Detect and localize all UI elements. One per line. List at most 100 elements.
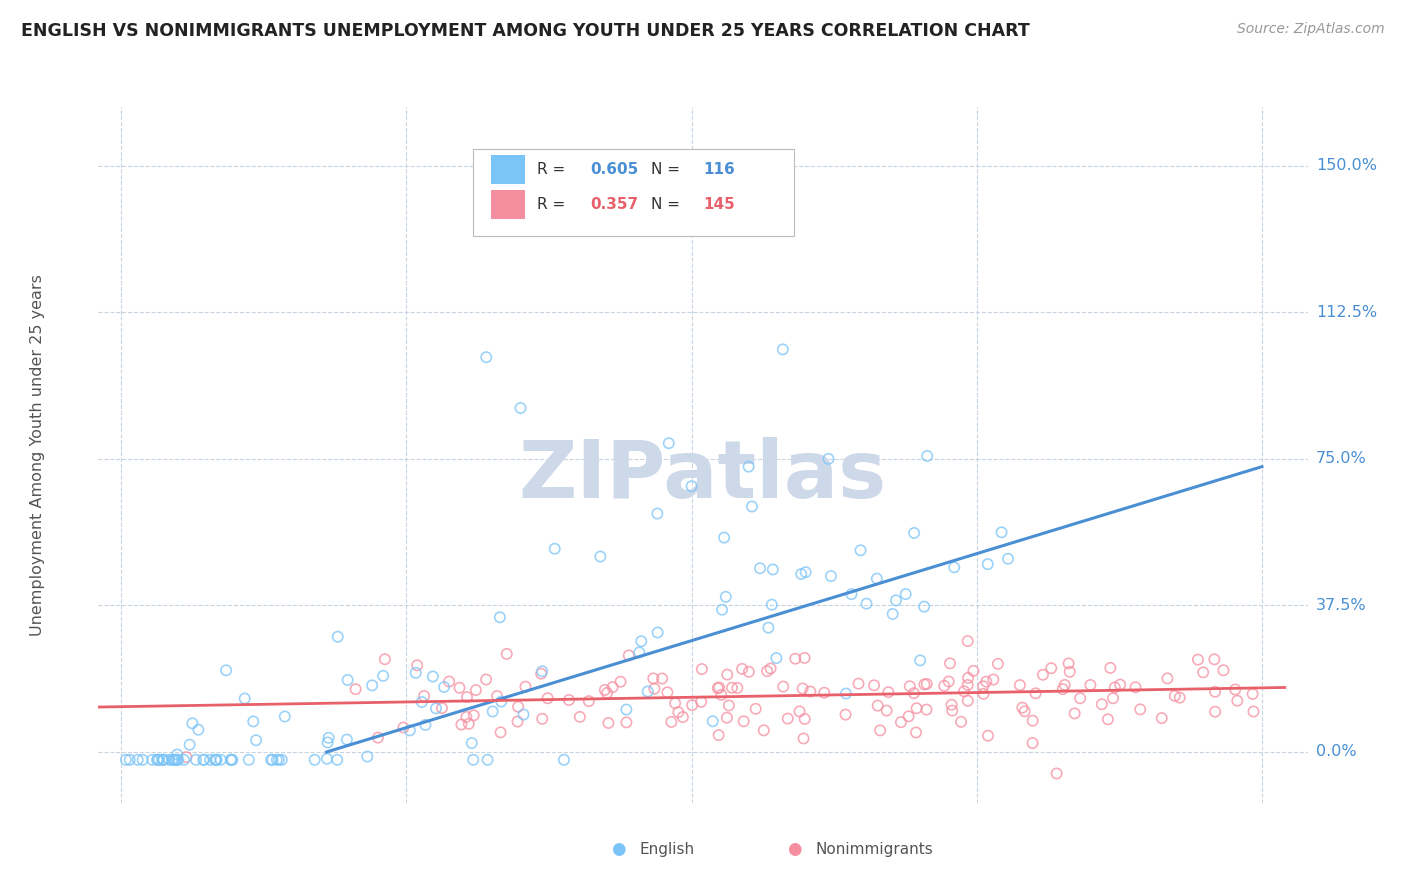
Point — [157, 753, 180, 767]
Point — [749, 561, 772, 575]
Point — [166, 747, 188, 762]
Point — [215, 663, 238, 677]
Point — [531, 712, 554, 726]
Point — [1021, 714, 1043, 728]
Point — [267, 753, 290, 767]
Point — [714, 590, 737, 604]
Point — [637, 684, 659, 698]
Point — [1204, 652, 1226, 666]
Point — [738, 665, 761, 679]
Point — [915, 449, 938, 463]
Point — [1168, 690, 1191, 705]
Point — [1187, 652, 1209, 666]
Point — [413, 689, 436, 703]
Point — [950, 714, 973, 729]
Point — [915, 703, 938, 717]
Point — [756, 621, 779, 635]
Point — [179, 738, 201, 752]
Point — [813, 686, 835, 700]
Point — [1225, 682, 1247, 697]
Point — [162, 753, 184, 767]
Point — [977, 729, 1000, 743]
Point — [131, 753, 153, 767]
Point — [898, 679, 921, 693]
Point — [776, 712, 799, 726]
Point — [1192, 665, 1215, 680]
Point — [593, 683, 616, 698]
Point — [794, 565, 817, 579]
Point — [262, 753, 284, 767]
Point — [219, 753, 242, 767]
Point — [336, 673, 359, 687]
Point — [915, 677, 938, 691]
Point — [118, 753, 141, 767]
Point — [799, 684, 821, 698]
Point — [406, 658, 429, 673]
Point — [716, 711, 738, 725]
Point — [219, 753, 242, 767]
Point — [1046, 766, 1069, 780]
Text: 116: 116 — [703, 162, 735, 178]
Text: 0.605: 0.605 — [591, 162, 638, 178]
Point — [456, 690, 478, 705]
Point — [173, 753, 195, 767]
Point — [658, 436, 681, 450]
Point — [905, 725, 928, 739]
Point — [772, 343, 794, 357]
Point — [943, 560, 966, 574]
Point — [710, 688, 733, 702]
Point — [762, 562, 785, 576]
Point — [464, 683, 486, 698]
Point — [647, 507, 669, 521]
Point — [326, 753, 349, 767]
FancyBboxPatch shape — [492, 190, 526, 219]
Point — [304, 753, 326, 767]
Point — [204, 753, 226, 767]
Point — [553, 753, 575, 767]
Point — [589, 549, 612, 564]
Point — [463, 753, 485, 767]
Point — [433, 680, 456, 694]
Point — [245, 733, 267, 747]
Point — [1129, 702, 1152, 716]
Text: N =: N = — [651, 197, 685, 212]
Point — [405, 665, 427, 680]
Point — [242, 714, 264, 729]
Point — [716, 667, 738, 681]
Point — [187, 723, 209, 737]
Point — [209, 753, 232, 767]
Point — [152, 753, 174, 767]
Point — [163, 753, 186, 767]
Point — [449, 681, 471, 695]
Point — [664, 696, 686, 710]
Point — [681, 479, 703, 493]
Point — [725, 681, 748, 695]
Point — [489, 725, 512, 739]
Text: English: English — [640, 842, 695, 856]
Point — [481, 705, 503, 719]
Point — [953, 684, 976, 698]
Point — [721, 681, 744, 695]
Point — [912, 599, 935, 614]
Point — [1011, 700, 1033, 714]
Point — [425, 701, 447, 715]
Point — [792, 731, 814, 746]
Point — [491, 695, 513, 709]
Point — [752, 723, 775, 738]
Point — [855, 597, 877, 611]
Point — [990, 525, 1012, 540]
Point — [1164, 689, 1187, 703]
Point — [193, 753, 215, 767]
Point — [148, 753, 170, 767]
Point — [956, 678, 979, 692]
Point — [616, 715, 638, 730]
Point — [690, 662, 713, 676]
Point — [894, 587, 917, 601]
Point — [690, 695, 713, 709]
Point — [411, 695, 433, 709]
Point — [1204, 684, 1226, 698]
Point — [912, 677, 935, 691]
Point — [1097, 712, 1119, 726]
Point — [167, 753, 190, 767]
Point — [1014, 704, 1036, 718]
